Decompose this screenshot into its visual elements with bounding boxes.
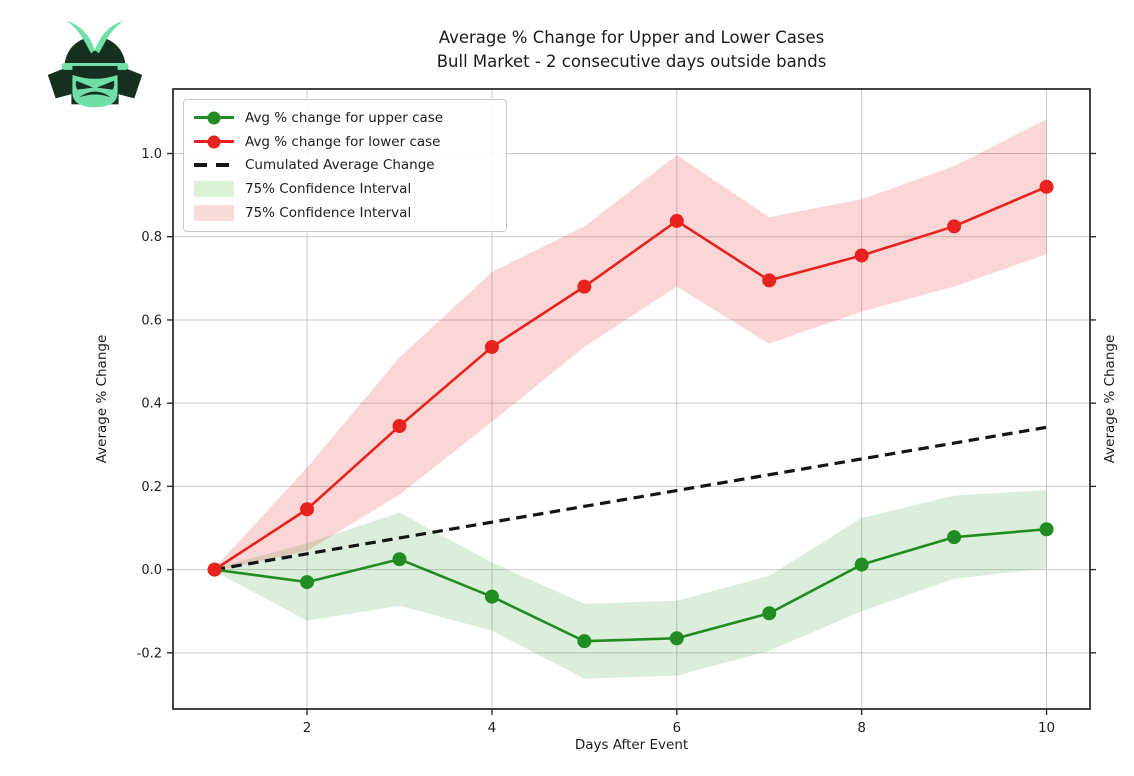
upper-case-series-line <box>214 527 1047 643</box>
legend-label: 75% Confidence Interval <box>245 205 412 222</box>
y-tick-label: 0.4 <box>141 397 162 412</box>
y-tick-label: 0.2 <box>141 480 162 495</box>
x-tick-label: 4 <box>488 720 497 736</box>
legend-label: Avg % change for upper case <box>245 109 444 126</box>
samurai-helmet-logo-icon <box>47 20 143 108</box>
dashed-line-swatch-icon <box>192 156 236 174</box>
right-eye <box>96 80 115 90</box>
lower-case-series-marker <box>762 273 777 288</box>
x-tick-label: 6 <box>672 720 681 736</box>
lower-case-series-marker <box>484 339 499 354</box>
y-tick-label: 0.8 <box>141 230 162 245</box>
patch-swatch-icon <box>192 180 236 198</box>
lower-case-series-marker <box>669 213 684 228</box>
x-axis-label: Days After Event <box>574 737 689 753</box>
helmet-dome <box>64 36 126 71</box>
legend: Avg % change for upper case Avg % change … <box>183 99 507 232</box>
upper-case-series-marker <box>300 575 315 590</box>
lower-case-series-marker <box>577 279 592 294</box>
upper-case-series-marker <box>392 552 407 567</box>
lower-case-series-marker <box>947 219 962 234</box>
chart-title-line-2: Bull Market - 2 consecutive days outside… <box>436 52 827 71</box>
axes-frame <box>172 88 1091 710</box>
confidence-band-upper-case <box>214 490 1047 679</box>
upper-case-series <box>207 522 1054 649</box>
y-axis-label-right: Average % Change <box>1102 334 1118 464</box>
y-tick-label: -0.2 <box>137 646 162 661</box>
y-tick-label: 1.0 <box>141 147 162 162</box>
upper-case-series-marker <box>577 634 592 649</box>
x-tick-label: 2 <box>303 720 312 736</box>
y-tick-label: 0.6 <box>141 313 162 328</box>
legend-item-0: Avg % change for upper case <box>192 106 498 130</box>
lower-case-series-marker <box>392 419 407 434</box>
x-tick-labels: 2 4 6 8 10 <box>303 720 1055 736</box>
upper-case-series-marker <box>669 631 684 646</box>
line-marker-swatch-icon <box>192 133 236 151</box>
cumulated-average-line <box>214 425 1047 572</box>
upper-case-series-marker <box>484 589 499 604</box>
lower-case-series-marker <box>854 248 869 263</box>
line-marker-swatch-icon <box>192 109 236 127</box>
x-tick-label: 8 <box>857 720 866 736</box>
lower-case-series-line <box>213 185 1048 571</box>
left-eye <box>75 80 94 90</box>
chart-title: Average % Change for Upper and Lower Cas… <box>173 26 1090 74</box>
lower-case-series-marker <box>207 562 222 577</box>
legend-item-3: 75% Confidence Interval <box>192 177 498 201</box>
upper-case-series-marker <box>1039 522 1054 537</box>
legend-item-2: Cumulated Average Change <box>192 154 498 178</box>
confidence-band-lower-case <box>214 119 1047 572</box>
legend-item-1: Avg % change for lower case <box>192 130 498 154</box>
crest-left-horn <box>66 20 95 54</box>
lower-case-series <box>207 179 1054 577</box>
y-tick-label: 0.0 <box>141 563 162 578</box>
legend-label: 75% Confidence Interval <box>245 181 412 198</box>
crest-right-horn <box>95 20 124 54</box>
tick-marks <box>167 152 1096 715</box>
lower-case-series-marker <box>300 502 315 517</box>
mustache <box>79 91 111 98</box>
x-tick-label: 10 <box>1038 720 1055 736</box>
brow <box>72 65 118 79</box>
legend-label: Avg % change for lower case <box>245 133 441 150</box>
patch-swatch-icon <box>192 204 236 222</box>
upper-case-series-marker <box>854 557 869 572</box>
chart-title-line-1: Average % Change for Upper and Lower Cas… <box>438 28 825 47</box>
legend-item-4: 75% Confidence Interval <box>192 201 498 225</box>
y-tick-labels: -0.2 0.0 0.2 0.4 0.6 0.8 1.0 <box>137 147 162 661</box>
upper-case-series-marker <box>947 530 962 545</box>
upper-case-series-marker <box>762 606 777 621</box>
lower-case-series-marker <box>1039 179 1054 194</box>
y-axis-label-left: Average % Change <box>94 334 110 464</box>
legend-label: Cumulated Average Change <box>245 157 435 174</box>
